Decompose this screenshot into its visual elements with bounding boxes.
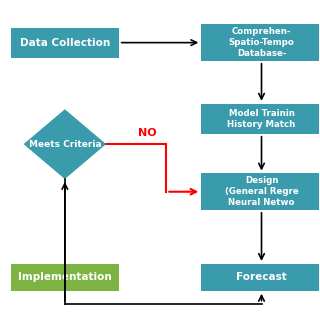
Text: NO: NO: [138, 128, 156, 139]
Text: Implementation: Implementation: [18, 272, 112, 282]
Text: Data Collection: Data Collection: [20, 38, 110, 48]
FancyBboxPatch shape: [201, 24, 320, 61]
FancyBboxPatch shape: [201, 173, 320, 210]
Text: Comprehen-
Spatio-Tempo
Database-: Comprehen- Spatio-Tempo Database-: [228, 27, 294, 58]
FancyBboxPatch shape: [11, 264, 119, 291]
Text: Meets Criteria: Meets Criteria: [28, 140, 101, 148]
Polygon shape: [24, 109, 106, 179]
Text: Forecast: Forecast: [236, 272, 287, 282]
FancyBboxPatch shape: [201, 264, 320, 291]
FancyBboxPatch shape: [11, 28, 119, 58]
FancyBboxPatch shape: [201, 104, 320, 134]
Text: Design
(General Regre
Neural Netwo: Design (General Regre Neural Netwo: [225, 176, 298, 207]
Text: Model Trainin
History Match: Model Trainin History Match: [228, 109, 296, 129]
